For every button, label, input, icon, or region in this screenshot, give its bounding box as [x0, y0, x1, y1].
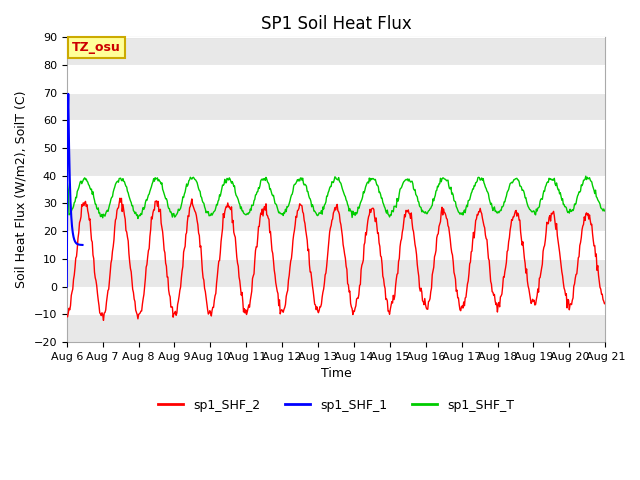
sp1_SHF_T	[184, 183, 191, 189]
sp1_SHF_2	[184, 213, 192, 218]
sp1_SHF_2	[63, 313, 70, 319]
sp1_SHF_2	[403, 209, 411, 215]
sp1_SHF_2	[602, 300, 609, 306]
Line: sp1_SHF_1: sp1_SHF_1	[67, 94, 83, 287]
sp1_SHF_T	[602, 208, 609, 214]
sp1_SHF_2	[100, 317, 108, 323]
Legend: sp1_SHF_2, sp1_SHF_1, sp1_SHF_T: sp1_SHF_2, sp1_SHF_1, sp1_SHF_T	[153, 394, 519, 417]
sp1_SHF_T	[212, 205, 220, 211]
Bar	[67, 93, 605, 120]
sp1_SHF_T	[418, 209, 426, 215]
Bar	[67, 37, 605, 65]
sp1_SHF_T	[134, 216, 142, 221]
Bar	[67, 148, 605, 176]
Title: SP1 Soil Heat Flux: SP1 Soil Heat Flux	[260, 15, 412, 33]
Bar	[67, 204, 605, 231]
sp1_SHF_T	[128, 203, 136, 209]
sp1_SHF_2	[73, 253, 81, 259]
sp1_SHF_2	[116, 195, 124, 201]
sp1_SHF_T	[63, 176, 70, 181]
sp1_SHF_2	[212, 280, 220, 286]
sp1_SHF_1	[73, 240, 81, 246]
Text: TZ_osu: TZ_osu	[72, 41, 121, 54]
Line: sp1_SHF_T: sp1_SHF_T	[67, 176, 605, 218]
Line: sp1_SHF_2: sp1_SHF_2	[67, 198, 605, 320]
Bar	[67, 314, 605, 342]
sp1_SHF_T	[582, 173, 589, 179]
sp1_SHF_1	[63, 284, 70, 289]
sp1_SHF_T	[402, 177, 410, 182]
X-axis label: Time: Time	[321, 367, 351, 380]
Bar	[67, 259, 605, 287]
Y-axis label: Soil Heat Flux (W/m2), SoilT (C): Soil Heat Flux (W/m2), SoilT (C)	[15, 91, 28, 288]
sp1_SHF_2	[129, 289, 137, 295]
sp1_SHF_T	[73, 195, 81, 201]
sp1_SHF_2	[419, 298, 426, 304]
